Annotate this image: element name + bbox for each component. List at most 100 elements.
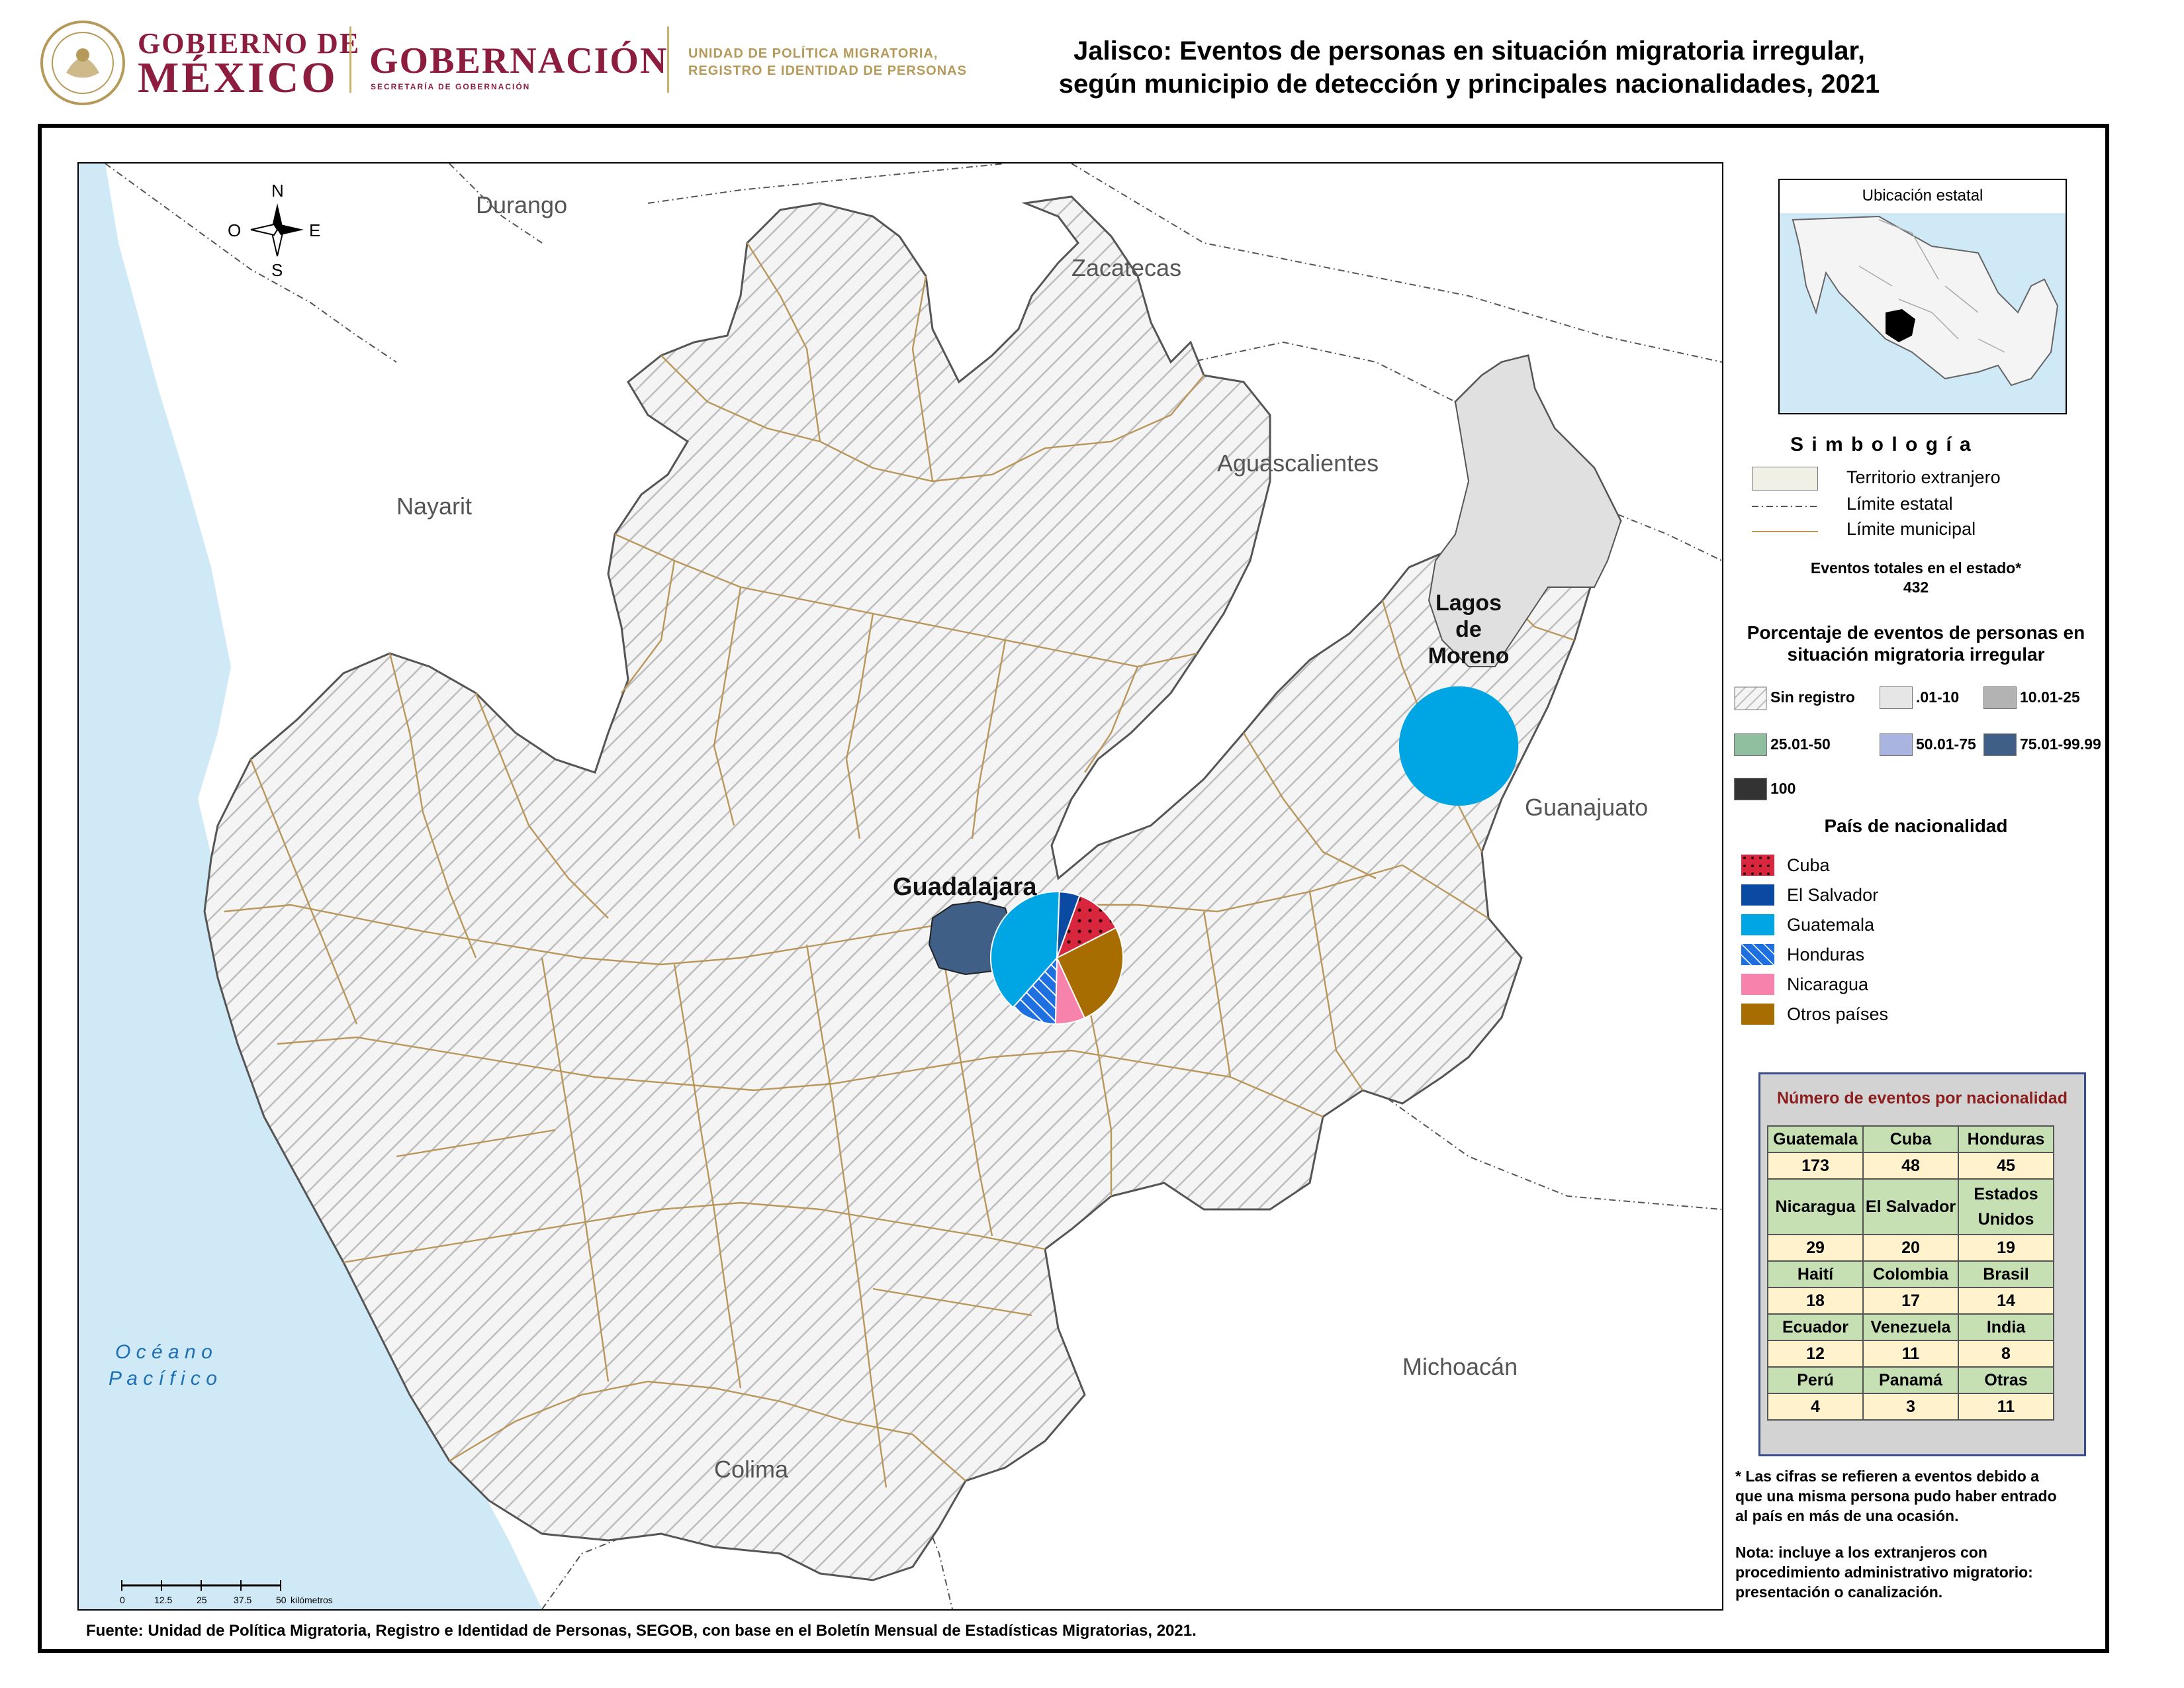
pais-label-el-salvador: El Salvador: [1787, 885, 1879, 905]
logo-gobierno-line2: MÉXICO: [138, 54, 338, 102]
stats-header: Nicaragua: [1767, 1178, 1864, 1235]
swatch-class-5: [1983, 733, 2017, 756]
inset-jalisco: [1886, 309, 1915, 342]
eventos-totales-label: Eventos totales en el estado*: [1810, 559, 2022, 577]
scale-tick-3: 37.5: [234, 1595, 251, 1605]
compass-n: N: [271, 181, 284, 201]
stats-value: 11: [1862, 1340, 1959, 1368]
stats-value: 4: [1767, 1393, 1864, 1421]
class-label-5: 75.01-99.99: [2020, 735, 2101, 753]
swatch-class-4: [1880, 733, 1913, 756]
pais-label-guatemala: Guatemala: [1787, 915, 1875, 935]
stats-header: Cuba: [1862, 1125, 1959, 1153]
logo-gobierno-line1: GOBIERNO DE: [138, 27, 361, 60]
label-lagos-3: Moreno: [1428, 643, 1510, 669]
logo-gobernacion: GOBERNACIÓN: [369, 40, 668, 81]
note-2-line2: procedimiento administrativo migratorio:: [1735, 1564, 2033, 1581]
legend-limite-municipal: Límite municipal: [1846, 519, 1976, 539]
pais-label-otros: Otros países: [1787, 1004, 1889, 1024]
scale-tick-4: 50: [276, 1595, 287, 1605]
stats-header: Brasil: [1958, 1260, 2054, 1288]
compass-rose-icon: N S E O: [228, 181, 320, 280]
label-pacifico: P a c í f i c o: [109, 1368, 217, 1389]
logo-secretaria: SECRETARÍA DE GOBERNACIÓN: [371, 82, 531, 91]
stats-title: Número de eventos por nacionalidad: [1777, 1089, 2068, 1107]
stats-header: Guatemala: [1767, 1125, 1864, 1153]
label-guadalajara: Guadalajara: [893, 873, 1037, 901]
logo-upm-line1: UNIDAD DE POLÍTICA MIGRATORIA,: [688, 46, 938, 61]
scale-unit: kilómetros: [291, 1595, 333, 1605]
stats-value: 173: [1767, 1152, 1864, 1180]
stats-header: Ecuador: [1767, 1313, 1864, 1341]
stats-header: Otras: [1958, 1366, 2054, 1394]
note-1-line1: * Las cifras se refieren a eventos debid…: [1735, 1468, 2039, 1485]
legend-limite-estatal: Límite estatal: [1846, 494, 1953, 514]
stats-value: 11: [1958, 1393, 2054, 1421]
label-zacatecas: Zacatecas: [1071, 254, 1181, 281]
scale-tick-1: 12.5: [154, 1595, 172, 1605]
class-label-2: 10.01-25: [2020, 688, 2080, 706]
pie-slice-el-salvador: [1056, 891, 1081, 959]
class-label-4: 50.01-75: [1916, 735, 1976, 753]
label-oceano: O c é a n o: [115, 1341, 212, 1363]
pais-label-cuba: Cuba: [1787, 855, 1830, 875]
pct-title-1: Porcentaje de eventos de personas en: [1747, 622, 2085, 643]
class-label-6: 100: [1770, 780, 1796, 797]
label-nayarit: Nayarit: [396, 492, 472, 520]
class-label-1: .01-10: [1916, 688, 1960, 706]
note-2-line3: presentación o canalización.: [1735, 1583, 1943, 1601]
pie-slice-otros-países: [1056, 927, 1124, 1019]
jalisco-state: [203, 195, 1622, 1581]
stats-table: Guatemala Cuba Honduras 173 48 45 Nicara…: [1767, 1125, 2054, 1421]
pie-guadalajara: [990, 891, 1124, 1025]
simbologia-title: S i m b o l o g í a: [1790, 434, 1972, 455]
scale-bar: 0 12.5 25 37.5 50 kilómetros: [120, 1580, 333, 1605]
stats-header: Venezuela: [1862, 1313, 1959, 1341]
fuente: Fuente: Unidad de Política Migratoria, R…: [86, 1622, 1197, 1640]
stats-value: 19: [1958, 1234, 2054, 1262]
stats-value: 48: [1862, 1152, 1959, 1180]
compass-e: E: [309, 220, 320, 240]
pie-slice-guatemala: [990, 891, 1060, 1009]
map-panel: Durango Zacatecas Nayarit Aguascalientes…: [77, 162, 1723, 1611]
swatch-class-6: [1734, 778, 1767, 800]
compass-s: S: [271, 260, 283, 280]
stats-header: Honduras: [1958, 1125, 2054, 1153]
compass-o: O: [228, 220, 241, 240]
pct-title-2: situación migratoria irregular: [1787, 644, 2045, 665]
label-lagos-1: Lagos: [1435, 590, 1502, 616]
swatch-class-1: [1880, 686, 1913, 709]
swatch-territorio: [1752, 467, 1818, 491]
stats-header: Estados Unidos: [1958, 1178, 2054, 1235]
stats-header: India: [1958, 1313, 2054, 1341]
pais-label-honduras: Honduras: [1787, 945, 1865, 964]
map-title-line1: Jalisco: Eventos de personas en situació…: [1073, 36, 1865, 66]
note-1-line2: que una misma persona pudo haber entrado: [1735, 1487, 2057, 1505]
swatch-limite-estatal: [1752, 506, 1818, 507]
stats-value: 45: [1958, 1152, 2054, 1180]
stats-value: 29: [1767, 1234, 1864, 1262]
swatch-class-3: [1734, 733, 1767, 756]
symbol-lagos-guatemala: [1398, 686, 1519, 806]
logo-divider: [349, 26, 351, 93]
stats-value: 8: [1958, 1340, 2054, 1368]
map-canvas: Durango Zacatecas Nayarit Aguascalientes…: [79, 164, 1722, 1609]
scale-tick-0: 0: [120, 1595, 125, 1605]
stats-header: Haití: [1767, 1260, 1864, 1288]
swatch-class-2: [1983, 686, 2017, 709]
class-label-3: 25.01-50: [1770, 735, 1831, 753]
swatch-limite-municipal: [1752, 531, 1818, 532]
logo-divider-2: [667, 26, 669, 93]
class-label-0: Sin registro: [1770, 688, 1855, 706]
header: GOBIERNO DE MÉXICO GOBERNACIÓN SECRETARÍ…: [0, 0, 2184, 122]
inset-mexico-outline: [1780, 213, 2066, 413]
outer-frame: [38, 124, 2109, 1653]
scale-tick-2: 25: [197, 1595, 207, 1605]
stats-value: 17: [1862, 1287, 1959, 1315]
label-durango: Durango: [476, 191, 567, 218]
swatch-sin-registro: [1734, 686, 1767, 710]
pais-label-nicaragua: Nicaragua: [1787, 974, 1869, 994]
pie-slice-honduras: [1012, 956, 1058, 1025]
country-swatches: [1741, 855, 1774, 1025]
stats-value: 20: [1862, 1234, 1959, 1262]
